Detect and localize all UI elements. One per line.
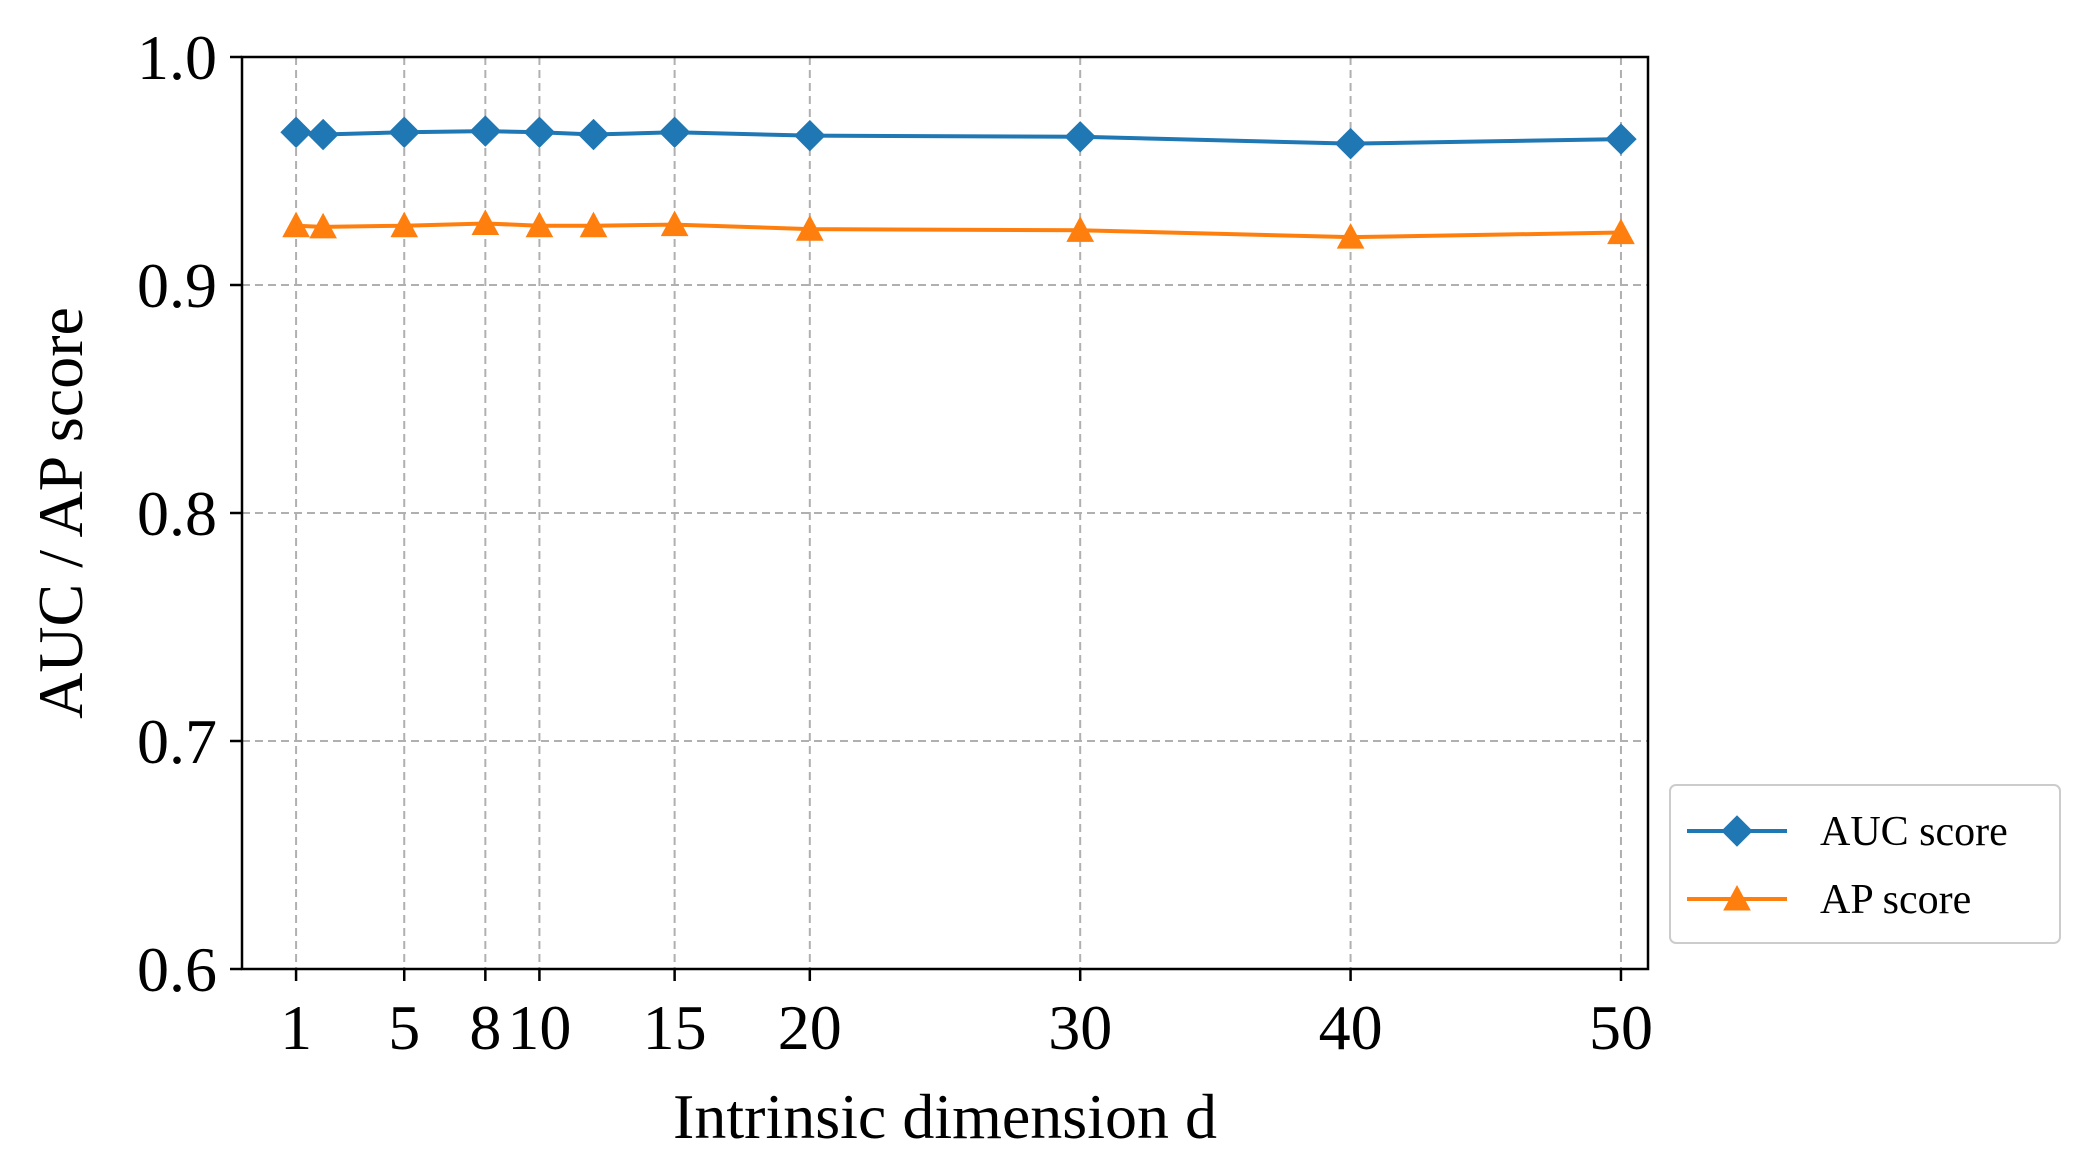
data-point <box>1064 121 1096 153</box>
data-point <box>794 119 826 152</box>
x-tick-label: 1 <box>280 992 312 1063</box>
data-point <box>471 209 500 235</box>
data-point <box>1066 216 1095 242</box>
series-ap-score <box>282 209 1635 249</box>
legend-label: AP score <box>1820 877 1971 923</box>
legend-label: AUC score <box>1820 809 2008 855</box>
data-point <box>525 211 554 238</box>
ticks: 1 5 8 10 15 20 30 40 500.60.70.80.91.0 <box>137 22 1653 1063</box>
legend-item: AUC score <box>1687 809 2008 855</box>
triangle-marker-icon <box>1723 884 1751 911</box>
x-tick-label: 8 <box>469 992 501 1063</box>
data-point <box>388 116 420 148</box>
data-point <box>1605 123 1637 155</box>
y-tick-label: 0.7 <box>137 706 217 777</box>
x-tick-label: 15 <box>643 992 707 1063</box>
series-layer <box>280 115 1637 249</box>
y-axis-label: AUC / AP score <box>25 307 96 719</box>
y-tick-label: 0.8 <box>137 478 217 549</box>
x-tick-label: 20 <box>778 992 842 1063</box>
data-point <box>469 115 502 147</box>
data-point <box>658 116 691 148</box>
x-tick-label: 50 <box>1589 992 1653 1063</box>
y-tick-label: 0.9 <box>137 250 217 321</box>
data-point <box>307 118 339 151</box>
data-point <box>577 118 610 151</box>
x-tick-label: 40 <box>1319 992 1383 1063</box>
x-tick-label: 30 <box>1048 992 1112 1063</box>
legend: AUC score AP score <box>1669 784 2061 944</box>
data-point <box>309 212 337 239</box>
data-point <box>1336 223 1365 249</box>
data-point <box>280 116 312 148</box>
x-tick-label: 10 <box>507 992 571 1063</box>
series-auc-score <box>280 115 1637 160</box>
data-point <box>660 210 689 237</box>
y-tick-label: 1.0 <box>137 22 217 93</box>
x-tick-label: 5 <box>388 992 420 1063</box>
grid <box>242 56 1648 970</box>
diamond-marker-icon <box>1721 815 1753 847</box>
legend-box <box>1669 784 2061 944</box>
data-point <box>523 116 556 148</box>
data-point <box>795 215 824 241</box>
legend-item: AP score <box>1687 877 1971 923</box>
data-point <box>579 211 608 238</box>
data-point <box>1334 127 1367 160</box>
data-point <box>390 211 419 238</box>
y-tick-label: 0.6 <box>137 934 217 1005</box>
data-point <box>282 211 310 238</box>
x-axis-label: Intrinsic dimension d <box>673 1081 1217 1152</box>
data-point <box>1607 218 1635 245</box>
